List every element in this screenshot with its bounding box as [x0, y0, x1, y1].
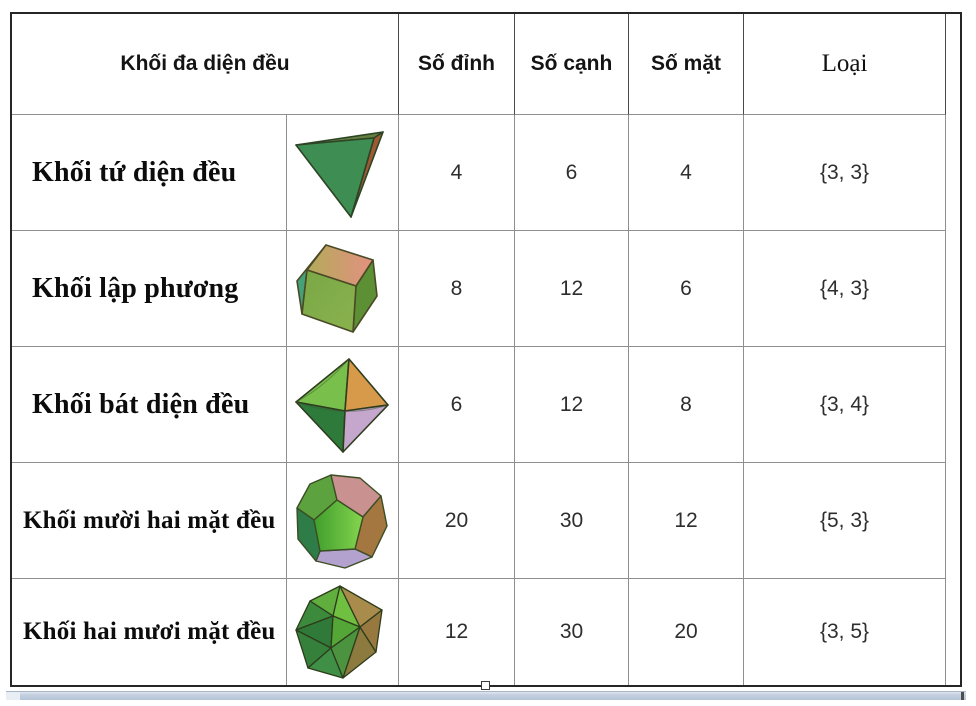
- edges-value: 30: [559, 508, 584, 532]
- scrollbar-right-tick: [961, 692, 964, 700]
- faces-value: 4: [680, 160, 692, 184]
- vertices-value: 8: [450, 276, 463, 300]
- polyhedron-name-cell: Khối mười hai mặt đều: [12, 463, 287, 579]
- schlafli-type-value: {3, 5}: [819, 620, 870, 643]
- edges-cell: 12: [515, 231, 629, 347]
- header-cell-edges: Số cạnh: [515, 14, 629, 115]
- vertices-cell: 20: [399, 463, 515, 579]
- schlafli-type-cell: {5, 3}: [744, 463, 946, 579]
- header-label-polyhedron: Khối đa diện đều: [120, 52, 290, 75]
- polyhedron-image-cell: [287, 115, 399, 231]
- vertices-value: 6: [450, 392, 463, 416]
- polyhedron-name-cell: Khối hai mươi mặt đều: [12, 579, 287, 685]
- polyhedron-image-cell: [287, 463, 399, 579]
- header-label-vertices: Số đỉnh: [418, 52, 495, 75]
- cube-image: [295, 243, 378, 333]
- faces-cell: 20: [629, 579, 744, 685]
- header-label-edges: Số cạnh: [530, 52, 613, 75]
- vertices-cell: 6: [399, 347, 515, 463]
- edges-value: 12: [559, 276, 584, 300]
- icosahedron-image: [294, 585, 383, 679]
- header-cell-type: Loại: [744, 14, 946, 115]
- header-cell-faces: Số mặt: [629, 14, 744, 115]
- polyhedron-name: Khối bát diện đều: [32, 388, 250, 420]
- header-label-faces: Số mặt: [650, 52, 721, 75]
- horizontal-scrollbar[interactable]: [6, 691, 966, 700]
- schlafli-type-value: {3, 4}: [819, 392, 870, 416]
- vertices-cell: 4: [399, 115, 515, 231]
- resize-handle[interactable]: [481, 681, 490, 690]
- faces-value: 20: [674, 620, 698, 643]
- octahedron-image: [294, 357, 389, 453]
- polyhedron-name-cell: Khối lập phương: [12, 231, 287, 347]
- polyhedron-name-cell: Khối tứ diện đều: [12, 115, 287, 231]
- faces-cell: 4: [629, 115, 744, 231]
- table-image-frame: Khối đa diện đều Số đỉnh Số cạnh Số mặt …: [10, 12, 962, 687]
- faces-cell: 8: [629, 347, 744, 463]
- faces-value: 6: [680, 276, 692, 300]
- schlafli-type-cell: {3, 4}: [744, 347, 946, 463]
- edges-value: 6: [565, 160, 578, 184]
- edges-cell: 12: [515, 347, 629, 463]
- dodecahedron-image: [295, 473, 388, 569]
- tetrahedron-image: [294, 130, 384, 218]
- polyhedra-table: Khối đa diện đều Số đỉnh Số cạnh Số mặt …: [12, 14, 960, 685]
- edges-cell: 30: [515, 579, 629, 685]
- schlafli-type-value: {4, 3}: [819, 276, 870, 300]
- faces-cell: 6: [629, 231, 744, 347]
- edges-value: 30: [559, 620, 584, 643]
- polyhedron-name-cell: Khối bát diện đều: [12, 347, 287, 463]
- edges-value: 12: [559, 392, 584, 416]
- polyhedron-name: Khối hai mươi mặt đều: [23, 618, 276, 645]
- polyhedron-image-cell: [287, 231, 399, 347]
- polyhedron-image-cell: [287, 579, 399, 685]
- scrollbar-left-cap: [6, 692, 20, 700]
- vertices-value: 12: [444, 620, 469, 643]
- right-margin-strip: [946, 14, 960, 685]
- schlafli-type-cell: {4, 3}: [744, 231, 946, 347]
- polyhedron-name: Khối tứ diện đều: [32, 156, 237, 188]
- header-label-type: Loại: [821, 50, 868, 77]
- vertices-cell: 8: [399, 231, 515, 347]
- schlafli-type-value: {3, 3}: [819, 160, 870, 184]
- faces-value: 12: [674, 508, 698, 532]
- faces-cell: 12: [629, 463, 744, 579]
- edges-cell: 6: [515, 115, 629, 231]
- edges-cell: 30: [515, 463, 629, 579]
- schlafli-type-value: {5, 3}: [819, 508, 870, 532]
- header-cell-vertices: Số đỉnh: [399, 14, 515, 115]
- header-cell-polyhedron: Khối đa diện đều: [12, 14, 399, 115]
- polyhedron-name: Khối lập phương: [32, 272, 239, 304]
- vertices-value: 20: [444, 508, 469, 532]
- polyhedron-image-cell: [287, 347, 399, 463]
- vertices-value: 4: [450, 160, 463, 184]
- schlafli-type-cell: {3, 3}: [744, 115, 946, 231]
- faces-value: 8: [680, 392, 692, 416]
- polyhedron-name: Khối mười hai mặt đều: [23, 506, 276, 534]
- schlafli-type-cell: {3, 5}: [744, 579, 946, 685]
- vertices-cell: 12: [399, 579, 515, 685]
